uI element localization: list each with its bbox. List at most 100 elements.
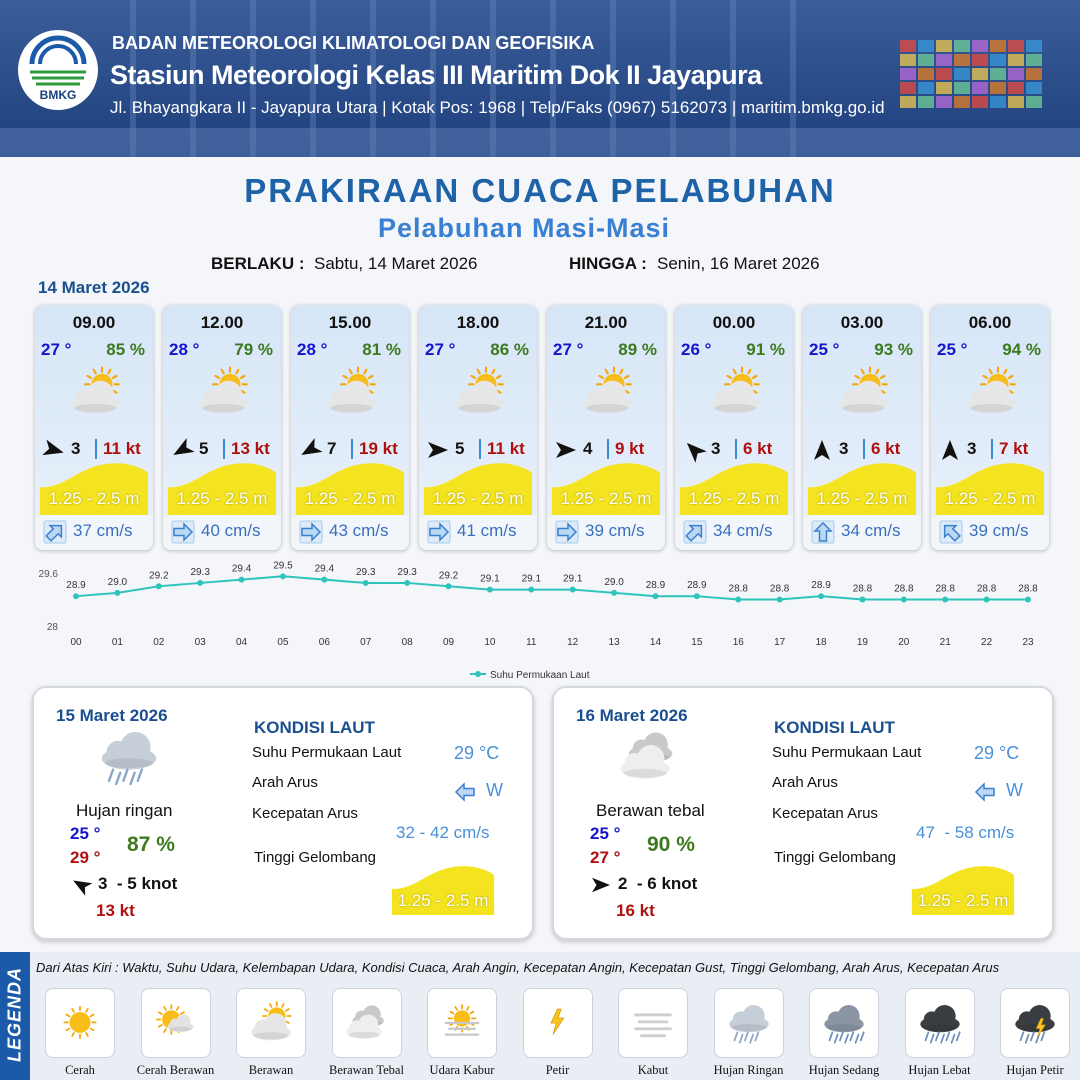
wave-shape xyxy=(551,463,661,515)
graphic xyxy=(972,82,988,94)
point xyxy=(362,579,369,586)
point xyxy=(942,596,949,603)
value-label: 29.0 xyxy=(108,577,128,588)
weather-icon xyxy=(199,366,248,414)
humidity: 94 % xyxy=(1002,340,1041,359)
value-label: 28.8 xyxy=(853,584,873,595)
graphic xyxy=(495,374,502,380)
graphic xyxy=(454,1005,458,1011)
graphic xyxy=(988,368,993,375)
graphic xyxy=(29,35,87,65)
time: 15.00 xyxy=(328,313,372,332)
day-panel: 16 Maret 2026 Berawan tebal 25 ° 27 ° 90 % 2 … xyxy=(552,686,1054,940)
graphic xyxy=(345,1014,382,1040)
gust: 16 kt xyxy=(616,901,655,920)
graphic xyxy=(363,368,368,375)
graphic xyxy=(842,403,884,413)
x-tick-label: 13 xyxy=(609,637,621,648)
forecast-card: 09.00 27 ° 85 % 3 11 kt 1.25 - 2.5 m 37 cm/s xyxy=(35,305,153,550)
weather-icon xyxy=(583,366,632,414)
point xyxy=(818,593,825,600)
graphic xyxy=(972,54,988,66)
current-arrow xyxy=(427,520,451,544)
graphic xyxy=(726,374,733,380)
x-tick-label: 21 xyxy=(940,637,952,648)
temp-max: 27 ° xyxy=(590,848,621,867)
graphic xyxy=(130,0,136,157)
graphic xyxy=(599,380,626,408)
graphic xyxy=(954,68,970,80)
value-label: 28.8 xyxy=(894,584,914,595)
graphic xyxy=(162,1028,167,1033)
graphic xyxy=(990,54,1006,66)
humidity: 87 % xyxy=(127,833,175,856)
graphic xyxy=(557,522,578,542)
wave-label: Tinggi Gelombang xyxy=(774,849,897,866)
graphic xyxy=(423,463,533,515)
legend-label: Hujan Sedang xyxy=(808,1063,880,1077)
wind-arrow xyxy=(173,438,195,455)
current-arrow xyxy=(683,520,707,544)
wind-arrow xyxy=(814,440,830,460)
graphic xyxy=(342,374,349,380)
point xyxy=(569,586,576,593)
sst: 29 °C xyxy=(974,743,1020,763)
current-speed-label: Kecepatan Arus xyxy=(252,805,358,822)
x-tick-label: 15 xyxy=(691,637,703,648)
graphic xyxy=(983,380,1010,408)
wave-height: 1.25 - 2.5 m xyxy=(917,891,1009,910)
temperature: 27 ° xyxy=(425,340,456,359)
x-tick-label: 07 xyxy=(360,637,372,648)
wave-shape xyxy=(391,866,495,915)
graphic xyxy=(89,1013,95,1018)
graphic xyxy=(214,374,221,380)
graphic xyxy=(743,1031,749,1042)
legend-icon xyxy=(728,1005,769,1044)
graphic xyxy=(455,380,503,414)
graphic xyxy=(179,1011,185,1015)
x-tick-label: 01 xyxy=(112,637,124,648)
weather-icon xyxy=(967,366,1016,414)
humidity: 91 % xyxy=(746,340,785,359)
gust: 9 kt xyxy=(607,439,644,459)
time: 03.00 xyxy=(840,313,884,332)
graphic xyxy=(343,380,370,408)
graphic xyxy=(583,380,631,414)
logo xyxy=(18,30,98,110)
time: 21.00 xyxy=(584,313,628,332)
graphic xyxy=(1035,1033,1040,1044)
graphic xyxy=(1026,68,1042,80)
graphic xyxy=(476,368,481,375)
graphic xyxy=(391,866,495,915)
temperature: 28 ° xyxy=(169,340,200,359)
agency: BADAN METEOROLOGI KLIMATOLOGI DAN GEOFIS… xyxy=(112,33,595,53)
point xyxy=(983,596,990,603)
validity-from: Sabtu, 14 Maret 2026 xyxy=(314,254,478,273)
current-speed: 41 cm/s xyxy=(457,521,517,540)
point xyxy=(652,593,659,600)
value-label: 29.3 xyxy=(356,567,376,578)
graphic xyxy=(444,1021,480,1036)
value-label: 29.1 xyxy=(522,574,542,585)
gust: 6 kt xyxy=(863,439,900,459)
graphic xyxy=(972,96,988,108)
graphic xyxy=(347,1031,380,1038)
graphic xyxy=(111,374,118,380)
temp-min: 25 ° xyxy=(70,824,101,843)
weather-icon xyxy=(620,732,673,779)
graphic xyxy=(859,1031,865,1042)
graphic xyxy=(449,1010,455,1015)
graphic xyxy=(936,96,952,108)
point xyxy=(114,589,121,596)
x-tick-label: 19 xyxy=(857,637,869,648)
graphic xyxy=(918,68,934,80)
graphic xyxy=(458,403,500,413)
graphic xyxy=(970,403,1012,413)
temperature: 25 ° xyxy=(809,340,840,359)
graphic xyxy=(586,403,628,413)
graphic xyxy=(190,0,196,157)
current-speed: 39 cm/s xyxy=(969,521,1029,540)
graphic xyxy=(972,40,988,52)
x-tick-label: 22 xyxy=(981,637,993,648)
